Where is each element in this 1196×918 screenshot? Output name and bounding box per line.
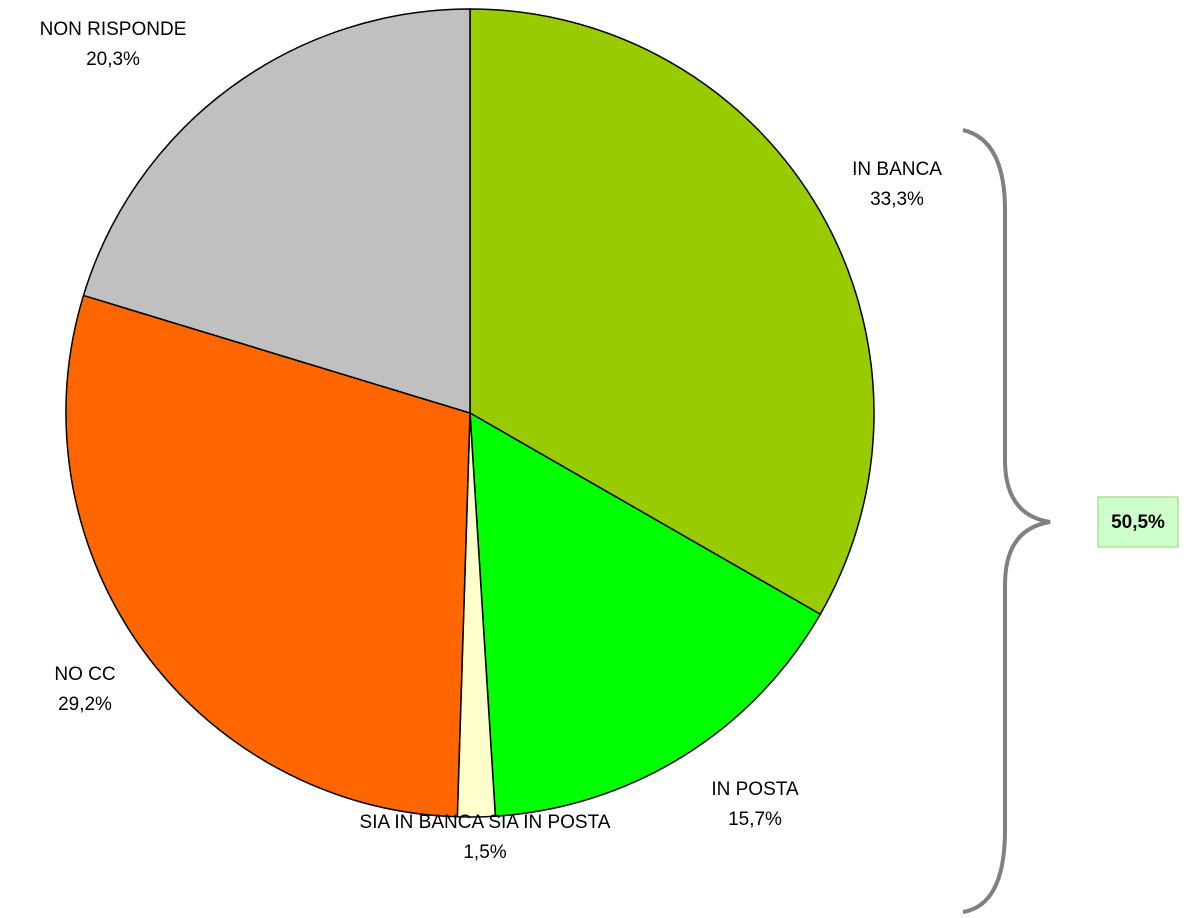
slice-label: SIA IN BANCA SIA IN POSTA — [360, 812, 611, 833]
slice-label: IN BANCA — [852, 159, 942, 180]
pie-slice — [469, 411, 822, 817]
value-label: 29,2% — [58, 694, 112, 715]
pie-slice — [82, 8, 471, 415]
annotation: 50,5% — [1111, 512, 1165, 533]
value-label: 20,3% — [86, 49, 140, 70]
value-label: 33,3% — [870, 189, 924, 210]
value-label: 15,7% — [728, 809, 782, 830]
slice-label: NO CC — [54, 664, 115, 685]
value-label: 1,5% — [463, 842, 506, 863]
slice-label: IN POSTA — [711, 779, 799, 800]
pie-slice — [469, 8, 875, 616]
slice-label: NON RISPONDE — [40, 19, 187, 40]
brace — [962, 128, 1051, 914]
annotation-box — [1097, 496, 1179, 548]
pie-slice — [65, 294, 471, 818]
